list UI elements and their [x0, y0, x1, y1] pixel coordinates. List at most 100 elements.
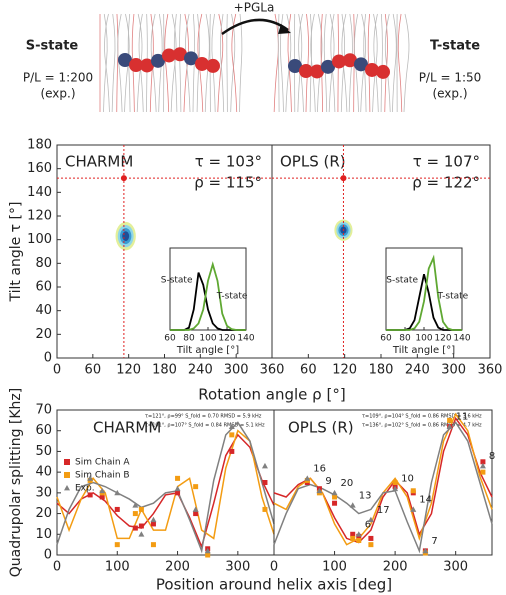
state-label: S-state [26, 39, 79, 54]
x-tick-label: 0 [53, 363, 61, 378]
sim-point [87, 492, 93, 498]
x-tick-label: 300 [441, 363, 466, 378]
annotation: ρ = 122° [412, 174, 480, 192]
x-axis-label: Rotation angle ρ [°] [198, 386, 345, 404]
y-tick-label: 180 [27, 138, 52, 153]
sim-point [262, 480, 268, 485]
lipid-strand [104, 13, 110, 113]
fit-annotation: τ=121°, ρ=99° S_fold = 0.70 RMSD = 5.9 k… [145, 414, 262, 420]
lipid-strand [297, 13, 303, 113]
residue-label: 8 [489, 451, 495, 462]
residue-label: 7 [431, 536, 437, 547]
sim-point [114, 542, 120, 548]
y-tick-label: 30 [35, 485, 52, 500]
exp-point [174, 485, 181, 492]
x-tick-label: 100 [322, 560, 347, 575]
lipid-strand [373, 13, 379, 113]
lipid-strand [392, 13, 397, 113]
y-tick-label: 40 [35, 303, 52, 318]
y-tick-label: 60 [35, 423, 52, 438]
fit-curve [56, 433, 275, 550]
inset-tick-label: 60 [164, 334, 176, 344]
inset-tick-label: 120 [434, 334, 451, 344]
sim-point [229, 448, 235, 454]
lipid-strand [111, 13, 116, 113]
exp-point [114, 489, 121, 496]
residue-label: 10 [401, 474, 414, 485]
helix-atom [332, 54, 346, 69]
fit-annotation: τ=109°, ρ=104° S_fold = 0.86 RMSD = 3.6 … [362, 414, 482, 420]
lipid-strand [116, 13, 119, 113]
distribution-label: T-state [216, 292, 248, 302]
sim-point [480, 469, 486, 475]
inset-x-label: Tilt angle [°] [392, 345, 455, 356]
inset-tick-label: 100 [415, 334, 432, 344]
panel-title: OPLS (R) [280, 153, 346, 171]
fit-annotation: τ=136°, ρ=102° S_fold = 0.86 RMSD = 4.7 … [362, 423, 482, 429]
legend-marker [64, 459, 70, 465]
exp-point [99, 487, 106, 494]
exp-point [316, 487, 323, 494]
legend-marker [64, 472, 70, 478]
lipid-strand [273, 13, 279, 113]
x-tick-label: 180 [152, 363, 177, 378]
fit-curve [56, 429, 275, 540]
density-contour [122, 231, 130, 241]
annotation: τ = 103° [195, 153, 262, 171]
exp-point [261, 462, 268, 469]
lipid-strand [179, 13, 182, 113]
exp-point [192, 506, 199, 512]
ratio-label: P/L = 1:50 [419, 71, 482, 85]
sim-point [150, 542, 156, 548]
helix-atom [129, 58, 143, 73]
sim-point [368, 535, 374, 541]
exp-point [204, 547, 211, 554]
exp-point [349, 502, 356, 508]
sim-point [262, 506, 268, 512]
annotation: τ = 107° [413, 153, 480, 171]
sim-point [150, 521, 156, 527]
y-tick-label: 50 [35, 444, 52, 459]
distribution-line [386, 254, 462, 331]
exp-point [228, 423, 235, 429]
y-axis-label: Tilt angle τ [°] [8, 202, 24, 303]
inset-tick-label: 100 [199, 334, 216, 344]
arrow-label: +PGLa [234, 1, 275, 15]
helix-atom [173, 47, 187, 62]
residue-label: 6 [365, 519, 371, 530]
sim-point [356, 538, 362, 543]
y-tick-label: 20 [35, 327, 52, 342]
lipid-strand [287, 13, 292, 113]
exp-point [367, 516, 374, 523]
lipid-strand [219, 13, 225, 113]
fit-curve [56, 421, 275, 554]
y-tick-label: 160 [27, 161, 52, 176]
note-label: (exp.) [432, 87, 467, 101]
distribution-label: T-state [437, 292, 469, 302]
lipid-strand [397, 13, 403, 113]
inset-frame [385, 247, 463, 331]
lipid-strand [103, 13, 108, 113]
y-tick-label: 10 [35, 527, 52, 542]
x-tick-label: 200 [165, 560, 190, 575]
sim-point [392, 480, 398, 485]
lipid-strand [226, 13, 228, 113]
sim-point [132, 525, 138, 531]
exp-point [150, 516, 157, 523]
sim-point [350, 531, 356, 537]
lipid-strand [164, 13, 170, 113]
residue-label: 16 [313, 463, 326, 474]
helix-atom [321, 59, 335, 74]
x-tick-label: 120 [116, 363, 141, 378]
y-tick-label: 100 [27, 232, 52, 247]
helix-atom [310, 64, 324, 79]
helix-atom [140, 58, 154, 73]
lipid-strand [320, 13, 323, 113]
annotation: ρ = 115° [194, 174, 262, 192]
sim-point [99, 494, 105, 500]
distribution-label: S-state [161, 276, 193, 286]
x-tick-label: 360 [478, 363, 503, 378]
lipid-strand [403, 13, 410, 113]
exp-point [331, 489, 338, 496]
